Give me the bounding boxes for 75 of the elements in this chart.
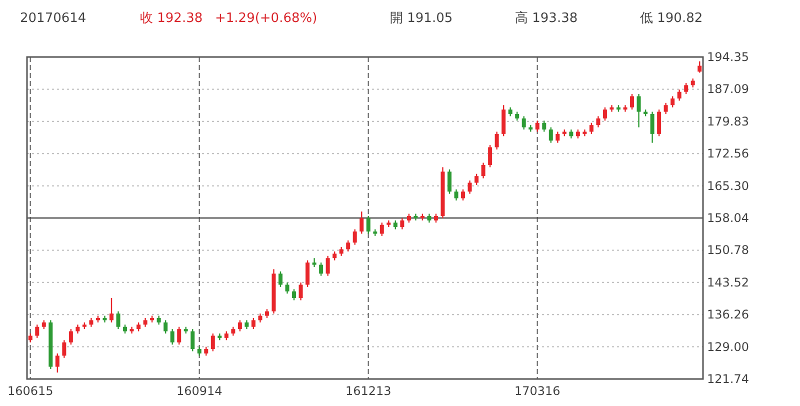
candlestick — [623, 104, 628, 112]
candlestick — [292, 288, 296, 301]
candlestick — [306, 260, 310, 288]
candlestick — [548, 126, 553, 144]
candlestick — [461, 188, 466, 202]
y-tick-label: 165.30 — [707, 178, 749, 193]
candlestick — [319, 262, 324, 276]
candlestick — [670, 96, 675, 108]
y-tick-label: 121.74 — [707, 372, 749, 386]
candlestick — [326, 255, 330, 276]
candlestick — [346, 240, 350, 252]
text: 開 191.05 — [390, 11, 453, 26]
x-tick-label: 161213 — [345, 384, 392, 398]
text: 低 190.82 — [640, 11, 703, 26]
chart-title: 20170614 — [20, 11, 86, 26]
candlestick — [360, 210, 364, 234]
candlestick — [556, 131, 560, 144]
candlestick — [542, 120, 546, 132]
candlestick — [352, 228, 357, 246]
candlestick — [684, 82, 688, 95]
candlestick — [657, 108, 662, 137]
y-tick-label: 129.00 — [707, 340, 749, 354]
candlestick — [380, 222, 384, 237]
candlestick — [664, 102, 668, 115]
candlestick — [650, 111, 654, 144]
candlestick — [238, 320, 242, 332]
candlestick — [177, 326, 182, 346]
candlestick — [630, 93, 634, 110]
x-tick-label: 160615 — [7, 384, 54, 398]
x-tick-label: 170316 — [514, 384, 560, 398]
candlestick — [55, 352, 60, 374]
candlestick — [698, 60, 702, 74]
candlestick — [35, 324, 40, 339]
candlestick — [602, 106, 607, 122]
candlestick — [474, 173, 479, 186]
candlestick — [312, 258, 316, 268]
candlestick — [454, 188, 458, 202]
candlestick — [636, 93, 641, 128]
candlestick — [448, 168, 452, 194]
candlestick — [610, 104, 614, 112]
candlestick — [62, 340, 66, 358]
y-tick-label: 158.04 — [707, 211, 749, 226]
candlestick — [210, 332, 215, 352]
candlestick — [589, 122, 594, 135]
candlestick — [522, 116, 526, 130]
y-tick-label: 187.09 — [707, 82, 749, 96]
y-tick-label: 179.83 — [707, 114, 749, 128]
y-tick-label: 150.78 — [707, 243, 749, 258]
candlestick — [481, 162, 486, 179]
text: 高 193.38 — [515, 10, 578, 26]
candlestick — [366, 215, 370, 234]
text: 收 192.38 — [140, 11, 203, 26]
y-tick-label: 172.56 — [707, 146, 749, 161]
candlestick — [251, 317, 256, 330]
text: +1.29(+0.68%) — [215, 11, 318, 26]
candlestick — [278, 270, 282, 288]
candlestick — [68, 328, 73, 346]
candlestick — [468, 180, 472, 194]
candlestick — [298, 282, 303, 301]
candlestick — [535, 120, 540, 132]
candlestick — [400, 218, 404, 230]
candlestick — [116, 310, 120, 330]
candlestick — [677, 88, 682, 102]
y-tick-label: 136.26 — [707, 308, 749, 322]
y-tick-label: 143.52 — [707, 275, 749, 290]
candlestick — [110, 297, 114, 324]
candlestick — [285, 282, 290, 294]
candlestick — [164, 320, 168, 334]
candlestick — [494, 131, 499, 150]
candlestick — [170, 328, 174, 346]
candlestick — [488, 144, 492, 168]
candlestick — [596, 116, 600, 128]
y-tick-label: 194.35 — [707, 50, 749, 64]
x-tick-label: 160914 — [176, 384, 222, 398]
candlestick — [190, 328, 195, 352]
